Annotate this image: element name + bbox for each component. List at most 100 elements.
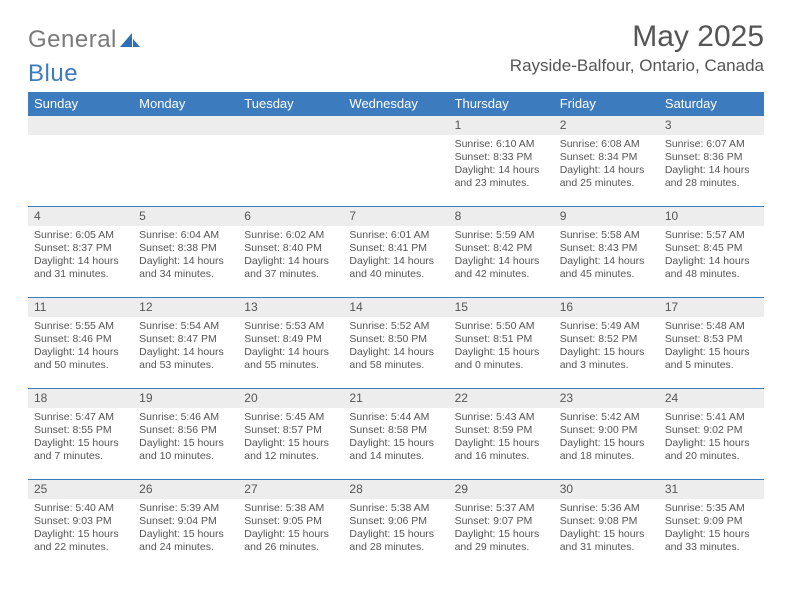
calendar-cell: 4Sunrise: 6:05 AMSunset: 8:37 PMDaylight… <box>28 207 133 298</box>
day-details: Sunrise: 5:55 AMSunset: 8:46 PMDaylight:… <box>28 317 133 376</box>
calendar-cell <box>133 116 238 207</box>
weekday-header: Saturday <box>659 92 764 116</box>
sunset-text: Sunset: 8:42 PM <box>455 242 548 255</box>
calendar-cell: 30Sunrise: 5:36 AMSunset: 9:08 PMDayligh… <box>554 480 659 571</box>
day-number: 21 <box>343 389 448 408</box>
sunrise-text: Sunrise: 5:54 AM <box>139 320 232 333</box>
sunrise-text: Sunrise: 6:10 AM <box>455 138 548 151</box>
day-details: Sunrise: 5:41 AMSunset: 9:02 PMDaylight:… <box>659 408 764 467</box>
day-number: 10 <box>659 207 764 226</box>
sunset-text: Sunset: 8:51 PM <box>455 333 548 346</box>
day-number <box>343 116 448 135</box>
sunrise-text: Sunrise: 5:42 AM <box>560 411 653 424</box>
calendar-cell: 26Sunrise: 5:39 AMSunset: 9:04 PMDayligh… <box>133 480 238 571</box>
day-details: Sunrise: 5:46 AMSunset: 8:56 PMDaylight:… <box>133 408 238 467</box>
day-details: Sunrise: 5:58 AMSunset: 8:43 PMDaylight:… <box>554 226 659 285</box>
daylight-text: Daylight: 14 hours and 42 minutes. <box>455 255 548 281</box>
calendar-cell: 27Sunrise: 5:38 AMSunset: 9:05 PMDayligh… <box>238 480 343 571</box>
day-number <box>238 116 343 135</box>
daylight-text: Daylight: 14 hours and 58 minutes. <box>349 346 442 372</box>
sunset-text: Sunset: 8:33 PM <box>455 151 548 164</box>
sunset-text: Sunset: 8:55 PM <box>34 424 127 437</box>
sunset-text: Sunset: 9:03 PM <box>34 515 127 528</box>
sunrise-text: Sunrise: 5:49 AM <box>560 320 653 333</box>
daylight-text: Daylight: 14 hours and 31 minutes. <box>34 255 127 281</box>
day-number <box>133 116 238 135</box>
day-details: Sunrise: 5:37 AMSunset: 9:07 PMDaylight:… <box>449 499 554 558</box>
day-number: 30 <box>554 480 659 499</box>
sunset-text: Sunset: 8:59 PM <box>455 424 548 437</box>
day-details: Sunrise: 5:47 AMSunset: 8:55 PMDaylight:… <box>28 408 133 467</box>
day-number: 9 <box>554 207 659 226</box>
calendar-cell: 6Sunrise: 6:02 AMSunset: 8:40 PMDaylight… <box>238 207 343 298</box>
calendar-cell: 11Sunrise: 5:55 AMSunset: 8:46 PMDayligh… <box>28 298 133 389</box>
daylight-text: Daylight: 14 hours and 28 minutes. <box>665 164 758 190</box>
sunrise-text: Sunrise: 5:46 AM <box>139 411 232 424</box>
daylight-text: Daylight: 15 hours and 5 minutes. <box>665 346 758 372</box>
day-number: 5 <box>133 207 238 226</box>
calendar-cell: 13Sunrise: 5:53 AMSunset: 8:49 PMDayligh… <box>238 298 343 389</box>
weekday-header: Monday <box>133 92 238 116</box>
calendar-cell: 12Sunrise: 5:54 AMSunset: 8:47 PMDayligh… <box>133 298 238 389</box>
daylight-text: Daylight: 15 hours and 14 minutes. <box>349 437 442 463</box>
calendar-cell: 18Sunrise: 5:47 AMSunset: 8:55 PMDayligh… <box>28 389 133 480</box>
sunrise-text: Sunrise: 5:59 AM <box>455 229 548 242</box>
day-details: Sunrise: 5:54 AMSunset: 8:47 PMDaylight:… <box>133 317 238 376</box>
day-details: Sunrise: 5:45 AMSunset: 8:57 PMDaylight:… <box>238 408 343 467</box>
daylight-text: Daylight: 14 hours and 45 minutes. <box>560 255 653 281</box>
calendar-week: 4Sunrise: 6:05 AMSunset: 8:37 PMDaylight… <box>28 207 764 298</box>
calendar-cell: 22Sunrise: 5:43 AMSunset: 8:59 PMDayligh… <box>449 389 554 480</box>
calendar-week: 18Sunrise: 5:47 AMSunset: 8:55 PMDayligh… <box>28 389 764 480</box>
month-title: May 2025 <box>510 20 764 54</box>
title-block: May 2025 Rayside-Balfour, Ontario, Canad… <box>510 20 764 76</box>
day-number: 24 <box>659 389 764 408</box>
sunset-text: Sunset: 9:06 PM <box>349 515 442 528</box>
daylight-text: Daylight: 15 hours and 0 minutes. <box>455 346 548 372</box>
calendar-cell: 28Sunrise: 5:38 AMSunset: 9:06 PMDayligh… <box>343 480 448 571</box>
day-number: 25 <box>28 480 133 499</box>
day-number: 3 <box>659 116 764 135</box>
day-details: Sunrise: 5:38 AMSunset: 9:06 PMDaylight:… <box>343 499 448 558</box>
sunrise-text: Sunrise: 5:39 AM <box>139 502 232 515</box>
calendar-cell <box>28 116 133 207</box>
day-number: 13 <box>238 298 343 317</box>
day-number: 31 <box>659 480 764 499</box>
day-details: Sunrise: 6:08 AMSunset: 8:34 PMDaylight:… <box>554 135 659 194</box>
calendar-header: SundayMondayTuesdayWednesdayThursdayFrid… <box>28 92 764 116</box>
day-details: Sunrise: 6:10 AMSunset: 8:33 PMDaylight:… <box>449 135 554 194</box>
weekday-header: Friday <box>554 92 659 116</box>
calendar-cell: 29Sunrise: 5:37 AMSunset: 9:07 PMDayligh… <box>449 480 554 571</box>
day-details: Sunrise: 6:01 AMSunset: 8:41 PMDaylight:… <box>343 226 448 285</box>
weekday-header: Tuesday <box>238 92 343 116</box>
daylight-text: Daylight: 15 hours and 31 minutes. <box>560 528 653 554</box>
day-number: 8 <box>449 207 554 226</box>
day-details: Sunrise: 6:04 AMSunset: 8:38 PMDaylight:… <box>133 226 238 285</box>
sunset-text: Sunset: 8:57 PM <box>244 424 337 437</box>
day-number: 29 <box>449 480 554 499</box>
daylight-text: Daylight: 15 hours and 33 minutes. <box>665 528 758 554</box>
sunset-text: Sunset: 8:46 PM <box>34 333 127 346</box>
calendar-cell: 7Sunrise: 6:01 AMSunset: 8:41 PMDaylight… <box>343 207 448 298</box>
day-number: 7 <box>343 207 448 226</box>
day-details: Sunrise: 6:07 AMSunset: 8:36 PMDaylight:… <box>659 135 764 194</box>
day-details: Sunrise: 5:59 AMSunset: 8:42 PMDaylight:… <box>449 226 554 285</box>
day-number: 17 <box>659 298 764 317</box>
sunrise-text: Sunrise: 5:35 AM <box>665 502 758 515</box>
sunrise-text: Sunrise: 5:38 AM <box>244 502 337 515</box>
day-number: 6 <box>238 207 343 226</box>
sunrise-text: Sunrise: 5:44 AM <box>349 411 442 424</box>
daylight-text: Daylight: 15 hours and 3 minutes. <box>560 346 653 372</box>
day-number: 2 <box>554 116 659 135</box>
calendar-cell: 24Sunrise: 5:41 AMSunset: 9:02 PMDayligh… <box>659 389 764 480</box>
sunrise-text: Sunrise: 5:45 AM <box>244 411 337 424</box>
day-number: 4 <box>28 207 133 226</box>
calendar-cell: 10Sunrise: 5:57 AMSunset: 8:45 PMDayligh… <box>659 207 764 298</box>
daylight-text: Daylight: 14 hours and 34 minutes. <box>139 255 232 281</box>
sunrise-text: Sunrise: 6:01 AM <box>349 229 442 242</box>
daylight-text: Daylight: 14 hours and 55 minutes. <box>244 346 337 372</box>
sunset-text: Sunset: 8:43 PM <box>560 242 653 255</box>
calendar-week: 1Sunrise: 6:10 AMSunset: 8:33 PMDaylight… <box>28 116 764 207</box>
day-details: Sunrise: 5:43 AMSunset: 8:59 PMDaylight:… <box>449 408 554 467</box>
day-details: Sunrise: 5:35 AMSunset: 9:09 PMDaylight:… <box>659 499 764 558</box>
weekday-header: Wednesday <box>343 92 448 116</box>
